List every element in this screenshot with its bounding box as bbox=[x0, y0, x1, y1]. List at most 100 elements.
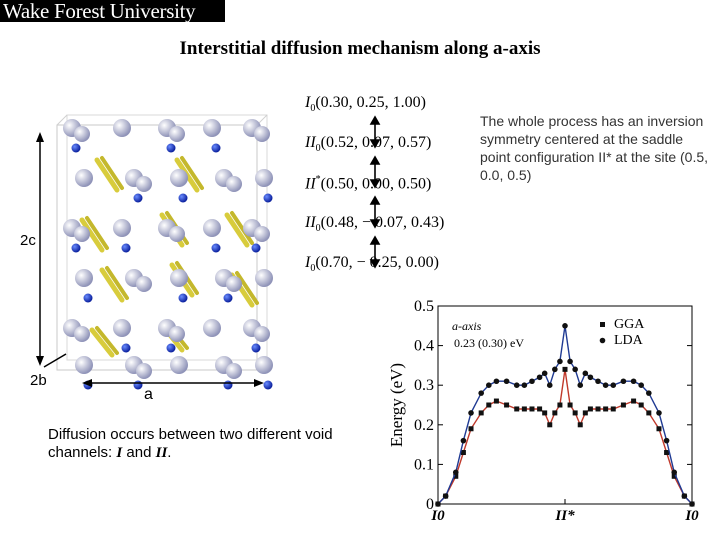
atom-blue bbox=[223, 293, 233, 303]
data-point-lda bbox=[521, 382, 528, 388]
path-arrows bbox=[369, 115, 381, 269]
bond bbox=[180, 156, 204, 190]
data-point-gga bbox=[521, 406, 527, 412]
x-tick-label: I0 bbox=[684, 508, 699, 524]
x-tick-label: I0 bbox=[430, 508, 445, 524]
data-point-gga bbox=[638, 402, 644, 408]
data-point-gga bbox=[493, 398, 499, 404]
atom-blue bbox=[121, 343, 131, 353]
atom-white bbox=[254, 126, 270, 142]
data-point-lda bbox=[552, 366, 558, 373]
unit-cell-edge bbox=[56, 114, 68, 126]
data-point-lda bbox=[442, 493, 449, 499]
data-point-lda bbox=[452, 469, 459, 476]
atom-blue bbox=[251, 243, 261, 253]
atom-blue bbox=[71, 243, 81, 253]
energy-chart: 0 0.1 0.2 0.3 0.4 0.5 Energy (eV) I0 II* I0 a-axis… bbox=[387, 298, 699, 524]
data-point-lda bbox=[620, 378, 627, 385]
bond bbox=[230, 211, 254, 245]
bond bbox=[224, 212, 250, 248]
y-tick-label: 0 bbox=[426, 496, 434, 513]
atom-white bbox=[226, 276, 242, 292]
atom-white bbox=[113, 119, 131, 137]
channel-ii: II bbox=[155, 445, 168, 461]
legend-marker bbox=[599, 337, 606, 344]
data-point-lda bbox=[587, 374, 594, 381]
atom-blue bbox=[211, 143, 221, 153]
atom-white bbox=[169, 226, 185, 242]
config-symbol: II bbox=[305, 214, 316, 231]
atoms-layer bbox=[63, 119, 273, 390]
bond bbox=[79, 217, 105, 253]
diffusion-note: Diffusion occurs between two different v… bbox=[48, 426, 338, 462]
atom-blue bbox=[263, 193, 273, 203]
atom-white bbox=[254, 326, 270, 342]
arrow-2b bbox=[43, 353, 67, 368]
y-tick-label: 0.2 bbox=[414, 417, 434, 434]
data-point-lda bbox=[435, 501, 441, 507]
config-subscript: 0 bbox=[315, 143, 321, 155]
series-line-gga bbox=[437, 369, 693, 505]
atom-white bbox=[226, 363, 242, 379]
atom-white bbox=[226, 176, 242, 192]
atom-blue bbox=[223, 380, 233, 390]
data-point-gga bbox=[610, 406, 616, 412]
atom-blue bbox=[166, 343, 176, 353]
university-logo-text: Wake Forest University bbox=[3, 0, 196, 23]
data-point-gga bbox=[547, 422, 553, 428]
data-point-lda bbox=[557, 358, 563, 365]
arrow-a-head-left bbox=[82, 379, 92, 387]
bond bbox=[100, 156, 124, 190]
diffusion-note-text: Diffusion occurs between two different v… bbox=[48, 426, 333, 461]
config-subscript: 0 bbox=[310, 103, 316, 115]
crystal-structure-figure bbox=[36, 114, 273, 390]
diffusion-note-end: . bbox=[167, 444, 172, 461]
data-point-lda bbox=[671, 469, 678, 476]
atom-blue bbox=[263, 380, 273, 390]
bond bbox=[85, 216, 109, 250]
data-point-gga bbox=[567, 402, 573, 408]
legend-marker bbox=[600, 322, 605, 327]
data-point-lda bbox=[630, 378, 637, 385]
data-point-gga bbox=[486, 402, 492, 408]
legend-label: GGA bbox=[614, 317, 645, 332]
atom-white bbox=[136, 176, 152, 192]
atom-white bbox=[113, 319, 131, 337]
atom-blue bbox=[178, 293, 188, 303]
data-point-gga bbox=[529, 406, 535, 412]
atom-white bbox=[203, 319, 221, 337]
data-point-lda bbox=[572, 366, 578, 373]
atom-white bbox=[74, 126, 90, 142]
atom-white bbox=[255, 169, 273, 187]
bond bbox=[94, 157, 120, 193]
config-subscript: 0 bbox=[310, 263, 316, 275]
atom-white bbox=[74, 226, 90, 242]
data-point-gga bbox=[671, 473, 677, 479]
label-a: a bbox=[144, 386, 153, 403]
atom-blue bbox=[166, 143, 176, 153]
data-point-gga bbox=[577, 422, 583, 428]
channel-i: I bbox=[116, 445, 123, 461]
atom-blue bbox=[178, 193, 188, 203]
arrow-a-head-right bbox=[254, 379, 264, 387]
data-point-lda bbox=[656, 410, 662, 416]
diffusion-note-and: and bbox=[122, 444, 156, 461]
data-point-gga bbox=[557, 402, 563, 408]
atom-white bbox=[255, 356, 273, 374]
data-point-lda bbox=[582, 370, 589, 377]
university-logo-bar bbox=[0, 0, 225, 22]
atom-blue bbox=[133, 193, 143, 203]
config-row: I0(0.30, 0.25, 1.00) bbox=[305, 94, 426, 114]
config-symbol: I bbox=[305, 254, 311, 271]
slide-title: Interstitial diffusion mechanism along a… bbox=[179, 38, 541, 59]
atom-white bbox=[75, 169, 93, 187]
config-subscript: 0 bbox=[315, 223, 321, 235]
chart-annotation-barrier: 0.23 (0.30) eV bbox=[454, 336, 524, 350]
data-point-lda bbox=[513, 382, 520, 388]
data-point-lda bbox=[638, 382, 644, 388]
atom-white bbox=[113, 219, 131, 237]
atom-blue bbox=[133, 380, 143, 390]
data-point-lda bbox=[689, 501, 695, 507]
atom-white bbox=[254, 226, 270, 242]
config-symbol: I bbox=[305, 94, 311, 111]
